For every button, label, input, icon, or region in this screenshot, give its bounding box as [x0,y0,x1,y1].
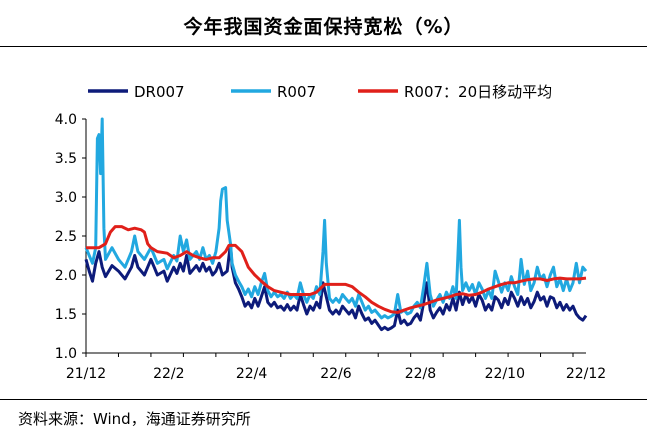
y-tick-label: 2.0 [55,268,77,284]
legend: DR007 R007 R007：20日移动平均 [88,83,552,101]
axes: 4.0 3.5 3.0 2.5 2.0 1.5 1.0 21/12 22/2 22/4 22/6 22… [55,112,606,382]
series-lines [84,117,588,332]
y-tick-label: 2.5 [55,229,77,245]
legend-label: R007 [277,83,316,101]
x-tick-label: 22/2 [153,366,184,382]
series-line-dr007 [84,242,588,332]
source-note: 资料来源：Wind，海通证券研究所 [18,410,251,428]
x-tick-label: 22/6 [320,366,352,382]
legend-label: DR007 [134,83,185,101]
y-tick-label: 3.0 [55,190,77,206]
chart-title: 今年我国资金面保持宽松（%） [183,16,464,38]
y-tick-label: 4.0 [55,112,77,128]
y-tick-label: 3.5 [55,151,77,167]
y-tick-label: 1.0 [55,346,77,362]
legend-label: R007：20日移动平均 [404,83,552,101]
source-divider [0,399,647,400]
y-tick-label: 1.5 [55,307,77,323]
series-line-r007 [84,117,588,320]
title-divider [0,46,647,47]
x-tick-label: 22/8 [405,366,436,382]
x-tick-label: 22/10 [485,366,525,382]
x-tick-label: 21/12 [66,366,106,382]
series-line-r00720 [86,225,587,314]
x-tick-label: 22/12 [566,366,606,382]
x-tick-label: 22/4 [236,366,268,382]
